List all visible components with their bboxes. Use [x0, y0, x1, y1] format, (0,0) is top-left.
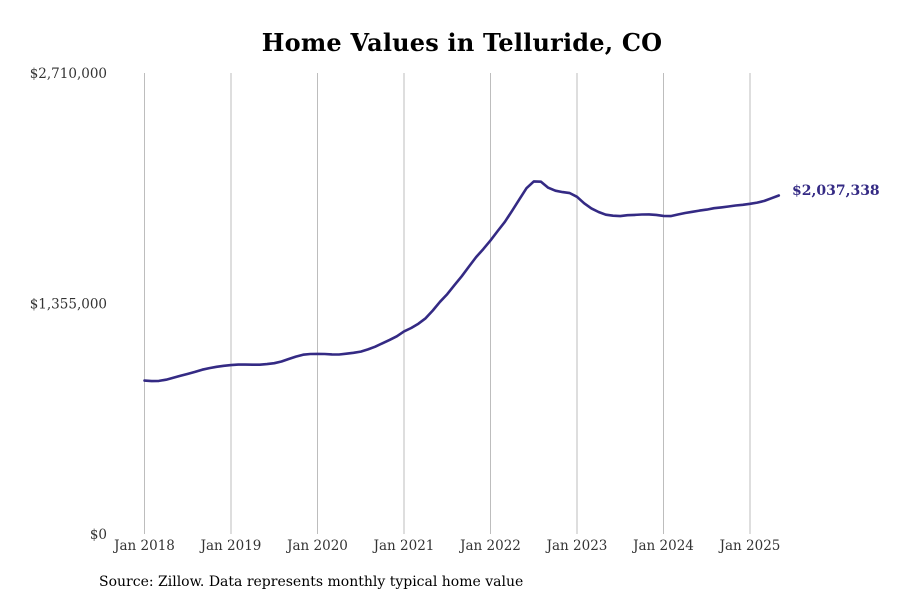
chart-title: Home Values in Telluride, CO — [261, 28, 663, 57]
x-tick-label: Jan 2022 — [458, 538, 521, 554]
gridlines — [144, 73, 751, 534]
y-tick-label: $1,355,000 — [30, 297, 107, 313]
x-tick-label: Jan 2024 — [631, 538, 694, 554]
x-tick-label: Jan 2023 — [545, 538, 608, 554]
y-tick-label: $2,710,000 — [30, 66, 107, 82]
x-tick-label: Jan 2025 — [718, 538, 781, 554]
end-value-label: $2,037,338 — [792, 183, 880, 199]
source-note: Source: Zillow. Data represents monthly … — [99, 574, 524, 590]
series-layer — [143, 180, 781, 383]
y-axis-ticks: $0 $1,355,000 $2,710,000 — [30, 66, 107, 543]
x-tick-label: Jan 2019 — [199, 538, 262, 554]
x-tick-label: Jan 2021 — [372, 538, 435, 554]
x-tick-label: Jan 2018 — [112, 538, 175, 554]
x-axis-ticks: Jan 2018 Jan 2019 Jan 2020 Jan 2021 Jan 2022… — [112, 538, 780, 554]
series-line — [143, 180, 781, 383]
x-tick-label: Jan 2020 — [285, 538, 348, 554]
y-tick-label: $0 — [90, 527, 107, 543]
